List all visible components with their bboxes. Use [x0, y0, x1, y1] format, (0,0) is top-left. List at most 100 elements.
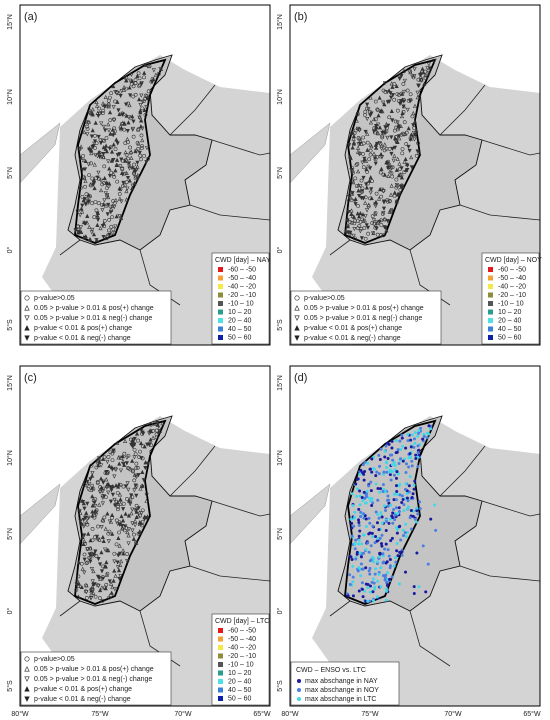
- symbol-triangle: [355, 169, 361, 174]
- symbol-triangle: [353, 202, 358, 207]
- station-dot: [383, 547, 387, 551]
- station-dot: [380, 521, 384, 525]
- symbol-triangle: [113, 573, 118, 578]
- symbol-triangle: [111, 448, 116, 453]
- symbol-triangle: [128, 500, 133, 505]
- symbol-triangle: [156, 429, 161, 434]
- symbol-circle: [114, 518, 119, 523]
- station-dot: [366, 461, 370, 465]
- symbol-circle: [148, 422, 153, 427]
- symbol-triangle: [81, 517, 86, 523]
- symbol-triangle: [118, 574, 123, 579]
- station-dot: [360, 542, 364, 546]
- station-dot: [396, 448, 400, 452]
- symbol-triangle: [385, 161, 390, 166]
- symbol-triangle: [148, 437, 153, 442]
- symbol-triangle: [109, 485, 114, 490]
- symbol-circle: [85, 127, 90, 131]
- symbol-triangle: [368, 120, 374, 125]
- symbol-triangle: [109, 149, 115, 154]
- symbol-triangle: [417, 150, 422, 155]
- symbol-triangle: [385, 135, 390, 141]
- station-dot: [379, 585, 383, 589]
- symbol-triangle: [108, 519, 114, 524]
- station-dot: [370, 555, 374, 559]
- symbol-triangle: [82, 557, 87, 562]
- station-dot: [385, 498, 389, 502]
- legend-swatch: [218, 679, 223, 684]
- legend-title: CWD [day] – NOY: [485, 257, 542, 264]
- symbol-triangle: [102, 547, 108, 552]
- legend-label: p-value < 0.01 & pos(+) change: [304, 325, 402, 332]
- station-dot: [383, 455, 387, 459]
- station-dot: [374, 535, 378, 539]
- symbol-triangle: [382, 131, 388, 136]
- symbol-triangle: [101, 124, 107, 130]
- symbol-triangle: [426, 62, 431, 67]
- symbol-triangle: [109, 590, 114, 595]
- station-dot: [387, 442, 391, 446]
- station-dot: [371, 524, 375, 528]
- station-dot: [414, 453, 418, 457]
- symbol-triangle: [294, 325, 300, 331]
- symbol-circle: [384, 146, 389, 151]
- symbol-circle: [108, 118, 113, 123]
- symbol-triangle: [95, 154, 100, 159]
- legend-label: 10 – 20: [498, 309, 521, 316]
- station-dot: [370, 504, 374, 508]
- symbol-triangle: [350, 145, 355, 150]
- symbol-triangle: [101, 538, 106, 543]
- symbol-triangle: [381, 206, 387, 211]
- station-dot: [409, 527, 413, 531]
- station-dot: [400, 494, 404, 498]
- symbol-circle: [81, 154, 85, 158]
- symbol-triangle: [377, 187, 383, 192]
- symbol-triangle: [151, 68, 156, 73]
- lon-label: 80°W: [11, 710, 29, 718]
- station-dot: [400, 436, 404, 440]
- symbol-circle: [134, 540, 139, 545]
- legend-box: [290, 290, 442, 345]
- symbol-circle: [375, 232, 380, 237]
- symbol-circle: [372, 126, 377, 131]
- symbol-triangle: [347, 195, 352, 200]
- station-dot: [376, 536, 380, 540]
- symbol-triangle: [386, 173, 391, 178]
- symbol-triangle: [99, 569, 105, 574]
- station-dot: [379, 542, 383, 546]
- symbol-circle: [121, 484, 126, 489]
- station-dot: [390, 575, 394, 579]
- station-dot: [381, 552, 385, 556]
- symbol-circle: [412, 126, 417, 130]
- symbol-triangle: [104, 149, 109, 154]
- symbol-circle: [87, 555, 92, 560]
- station-dot: [386, 504, 390, 508]
- symbol-triangle: [133, 518, 138, 523]
- symbol-triangle: [103, 94, 108, 100]
- station-dot: [416, 434, 420, 438]
- symbol-triangle: [96, 556, 101, 562]
- symbol-triangle: [126, 487, 131, 492]
- symbol-triangle: [97, 502, 102, 507]
- symbol-circle: [405, 88, 410, 93]
- symbol-triangle: [128, 93, 133, 98]
- symbol-circle: [352, 221, 357, 226]
- symbol-triangle: [102, 564, 107, 569]
- symbol-circle: [373, 157, 378, 162]
- station-dot: [362, 478, 366, 482]
- symbol-triangle: [124, 170, 129, 175]
- symbol-circle: [353, 176, 358, 181]
- station-dot: [393, 464, 397, 468]
- symbol-circle: [101, 108, 105, 113]
- symbol-triangle: [24, 666, 30, 672]
- symbol-circle: [89, 587, 94, 592]
- station-dot: [372, 560, 376, 564]
- symbol-triangle: [130, 528, 135, 533]
- symbol-triangle: [139, 93, 144, 98]
- station-dot: [381, 561, 385, 565]
- symbol-triangle: [137, 530, 142, 535]
- symbol-circle: [82, 552, 87, 557]
- symbol-circle: [355, 111, 360, 116]
- symbol-circle: [122, 171, 127, 176]
- symbol-circle: [381, 88, 386, 93]
